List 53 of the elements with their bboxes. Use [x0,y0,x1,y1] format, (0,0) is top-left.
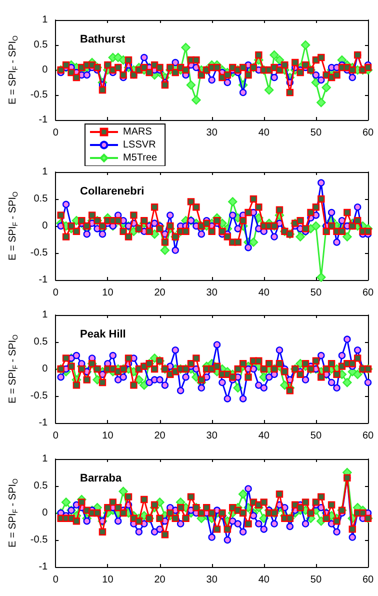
x-tick-label: 0 [52,288,59,298]
y-tick-label: -0.5 [30,90,48,100]
x-tick-label: 30 [206,128,218,138]
text: Bathurst [80,34,126,46]
text: Peak Hill [80,328,126,340]
y-tick-label: -0.5 [30,534,48,546]
text: Collarenebri [80,186,144,198]
text: Barraba [80,472,122,484]
y-tick-label: -1 [38,418,48,428]
y-tick-label: -1 [38,114,48,126]
y-tick-label: 0 [42,364,48,374]
x-tick-label: 20 [154,288,166,298]
y-tick-label: 0 [42,508,48,518]
y-tick-label: 1 [42,454,48,464]
x-tick-label: 40 [258,288,270,298]
x-tick-label: 50 [310,128,322,138]
legend-label: LSSVR [123,140,156,150]
y-tick-label: -0.5 [30,390,48,402]
x-tick-label: 50 [310,574,322,586]
y-tick-label: 0.5 [34,194,48,204]
y-tick-label: 1 [42,166,48,178]
x-tick-label: 50 [310,430,322,442]
y-tick-label: 0 [42,220,48,232]
y-tick-label: 1 [42,14,48,26]
x-tick-label: 0 [52,574,59,586]
x-tick-label: 50 [310,288,322,298]
y-tick-label: -0.5 [30,248,48,258]
x-tick-label: 10 [102,430,114,442]
x-tick-label: 30 [206,574,218,586]
y-tick-label: -1 [38,274,48,286]
x-tick-label: 60 [362,128,374,138]
x-tick-label: 60 [362,288,374,298]
x-tick-label: 60 [362,574,374,586]
y-tick-label: 0.5 [34,40,48,50]
x-tick-label: 40 [258,430,270,442]
x-tick-label: 20 [154,430,166,442]
x-tick-label: 40 [258,128,270,138]
legend-label: MARS [123,126,152,138]
y-tick-label: -1 [38,562,48,572]
y-tick-label: 1 [42,310,48,320]
legend-label: M5Tree [123,152,158,164]
x-tick-label: 0 [52,128,59,138]
y-tick-label: 0.5 [34,336,48,348]
x-tick-label: 20 [154,574,166,586]
x-tick-label: 30 [206,430,218,442]
y-tick-label: 0.5 [34,480,48,492]
y-tick-label: 0 [42,64,48,76]
x-tick-label: 10 [102,574,114,586]
x-tick-label: 60 [362,430,374,442]
x-tick-label: 40 [258,574,270,586]
x-tick-label: 30 [206,288,218,298]
x-tick-label: 10 [102,288,114,298]
x-tick-label: 0 [52,430,59,442]
